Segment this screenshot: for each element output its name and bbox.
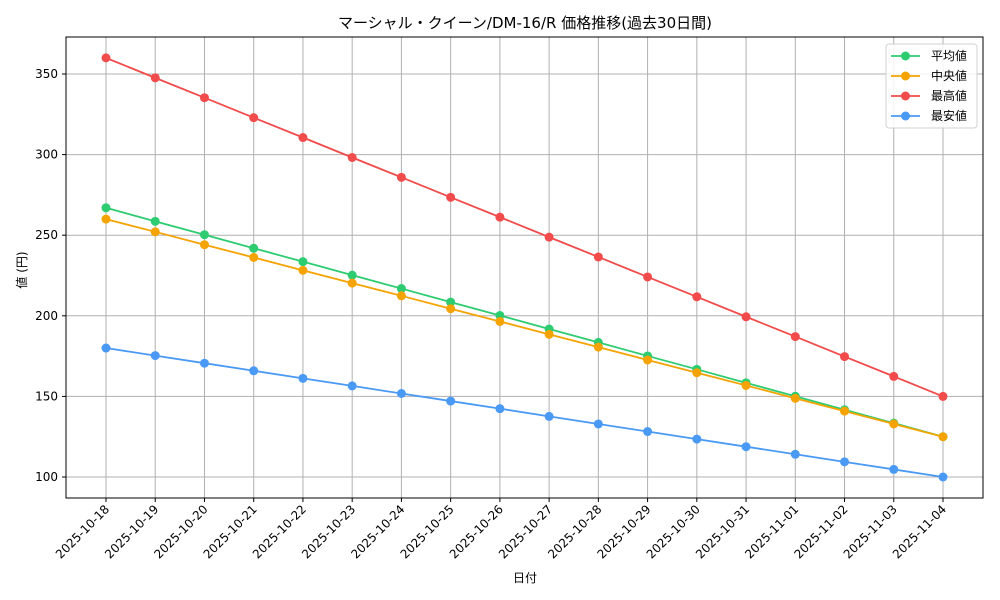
- data-point: [593, 342, 603, 352]
- data-point: [101, 214, 111, 224]
- data-point: [101, 53, 111, 63]
- data-point: [938, 432, 948, 442]
- data-point: [840, 406, 850, 416]
- data-point: [889, 371, 899, 381]
- data-point: [150, 73, 160, 83]
- series-2: [101, 53, 948, 401]
- series-line: [105, 347, 944, 478]
- legend-marker-icon: [901, 51, 910, 61]
- data-point: [593, 252, 603, 262]
- series-line: [105, 218, 944, 438]
- data-point: [396, 284, 406, 294]
- y-axis-ticks: 100 150 200 250 300 350: [35, 67, 66, 484]
- data-series: [101, 53, 948, 482]
- data-point: [790, 332, 800, 342]
- series-3: [101, 343, 948, 482]
- data-point: [199, 240, 209, 250]
- data-point: [347, 381, 357, 391]
- data-point: [840, 457, 850, 467]
- legend-item: 最高値: [891, 88, 967, 103]
- data-point: [643, 427, 653, 437]
- data-point: [790, 449, 800, 459]
- legend-item: 中央値: [891, 68, 967, 83]
- grid-lines: [66, 37, 983, 498]
- data-point: [692, 434, 702, 444]
- y-tick-label: 250: [35, 228, 58, 242]
- y-axis-label: 値 (円): [14, 251, 29, 288]
- data-point: [249, 113, 259, 123]
- legend-label: 平均値: [931, 48, 967, 63]
- data-point: [298, 133, 308, 143]
- legend-box: [885, 43, 978, 129]
- data-point: [347, 153, 357, 163]
- legend-item: 平均値: [891, 48, 967, 63]
- data-point: [446, 297, 456, 307]
- y-tick-label: 350: [35, 67, 58, 81]
- data-point: [544, 329, 554, 339]
- data-point: [150, 227, 160, 237]
- series-1: [101, 214, 948, 442]
- x-axis-ticks: 2025-10-182025-10-192025-10-202025-10-21…: [53, 498, 949, 561]
- data-point: [938, 472, 948, 482]
- data-point: [495, 404, 505, 414]
- data-point: [643, 355, 653, 365]
- data-point: [199, 358, 209, 368]
- data-point: [790, 393, 800, 403]
- data-point: [347, 270, 357, 280]
- legend-label: 最高値: [931, 88, 967, 103]
- data-point: [347, 278, 357, 288]
- data-point: [544, 411, 554, 421]
- data-point: [692, 292, 702, 302]
- legend-marker-icon: [901, 91, 910, 101]
- data-point: [199, 230, 209, 240]
- data-point: [396, 388, 406, 398]
- data-point: [249, 243, 259, 253]
- data-point: [150, 351, 160, 361]
- data-point: [446, 396, 456, 406]
- legend-marker-icon: [901, 111, 910, 121]
- data-point: [298, 373, 308, 383]
- data-point: [741, 312, 751, 322]
- data-point: [298, 265, 308, 275]
- data-point: [741, 380, 751, 390]
- y-tick-label: 200: [35, 309, 58, 323]
- y-tick-label: 150: [35, 389, 58, 403]
- data-point: [544, 232, 554, 242]
- data-point: [101, 203, 111, 213]
- data-point: [495, 316, 505, 326]
- data-point: [692, 368, 702, 378]
- data-point: [643, 272, 653, 282]
- data-point: [593, 419, 603, 429]
- data-point: [396, 172, 406, 182]
- series-line: [105, 57, 944, 398]
- plot-area: [65, 36, 984, 499]
- data-point: [446, 304, 456, 314]
- data-point: [249, 366, 259, 376]
- y-tick-label: 100: [35, 470, 58, 484]
- data-point: [889, 464, 899, 474]
- data-point: [889, 419, 899, 429]
- data-point: [495, 212, 505, 222]
- data-point: [741, 442, 751, 452]
- y-tick-label: 300: [35, 148, 58, 162]
- data-point: [840, 352, 850, 362]
- data-point: [938, 391, 948, 401]
- legend-label: 最安値: [931, 108, 967, 123]
- legend-marker-icon: [901, 71, 910, 81]
- data-point: [150, 216, 160, 226]
- data-point: [199, 93, 209, 103]
- legend-item: 最安値: [891, 108, 967, 123]
- legend-label: 中央値: [931, 68, 967, 83]
- data-point: [298, 257, 308, 267]
- data-point: [249, 252, 259, 262]
- x-axis-label: 日付: [513, 571, 537, 585]
- series-line: [105, 206, 944, 438]
- data-point: [446, 192, 456, 202]
- data-point: [101, 343, 111, 353]
- chart-title: マーシャル・クイーン/DM-16/R 価格推移(過去30日間): [337, 14, 713, 32]
- data-point: [396, 291, 406, 301]
